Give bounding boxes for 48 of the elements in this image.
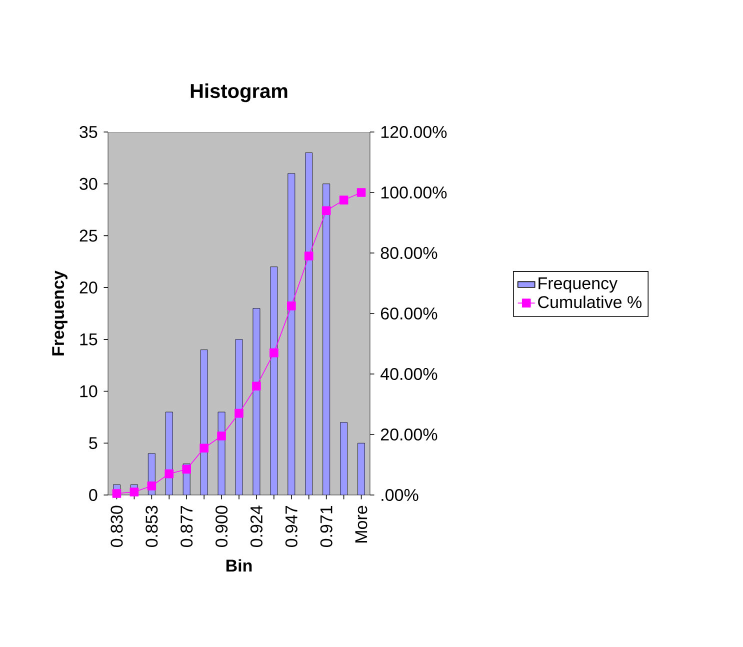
point — [130, 488, 139, 496]
x-tick-label: 0.877 — [180, 506, 193, 547]
y-tick-label: 15 — [80, 333, 98, 346]
point — [234, 408, 244, 418]
y2-tick-label: 80.00% — [380, 246, 438, 260]
y2-tick-label: .00% — [382, 488, 418, 502]
point — [356, 188, 366, 197]
point — [200, 444, 208, 453]
point — [147, 482, 156, 490]
bar — [305, 152, 312, 495]
x-tick-label: 0.971 — [320, 506, 332, 547]
point — [164, 469, 174, 478]
bar — [358, 442, 365, 495]
point — [112, 489, 122, 498]
point — [270, 348, 278, 358]
x-tick-label: 0.830 — [110, 506, 123, 547]
y2-tick-label: 40.00% — [380, 368, 438, 380]
point — [217, 432, 226, 440]
y-axis-title: Frequency — [52, 270, 68, 356]
point — [182, 464, 191, 474]
y2-tick-label: 120.00% — [381, 126, 447, 138]
y-tick-label: 20 — [80, 282, 98, 294]
point — [252, 382, 261, 390]
y-tick-label: 30 — [80, 178, 98, 190]
legend-label: Frequency — [538, 277, 618, 293]
bar — [340, 422, 348, 495]
chart-title: Histogram — [190, 83, 288, 102]
bar — [322, 184, 330, 495]
x-tick-label: More — [355, 506, 368, 542]
y2-tick-label: 100.00% — [381, 186, 447, 199]
y2-tick-label: 20.00% — [380, 428, 438, 441]
y-tick-label: 35 — [80, 126, 98, 138]
x-axis-title: Bin — [226, 559, 252, 572]
x-tick-label: 0.947 — [285, 506, 298, 547]
point — [339, 196, 348, 204]
x-tick-label: 0.900 — [216, 506, 228, 547]
point — [304, 252, 314, 260]
y-tick-label: 10 — [80, 385, 98, 398]
bar — [288, 173, 295, 495]
y-tick-label: 0 — [89, 488, 98, 502]
y-tick-label: 25 — [80, 230, 98, 242]
x-tick-label: 0.853 — [146, 506, 158, 547]
legend-label: Cumulative % — [538, 296, 642, 308]
y2-tick-label: 60.00% — [380, 307, 438, 320]
y-tick-label: 5 — [89, 437, 98, 450]
point — [322, 206, 331, 216]
point — [287, 302, 296, 310]
x-tick-label: 0.924 — [250, 506, 262, 547]
